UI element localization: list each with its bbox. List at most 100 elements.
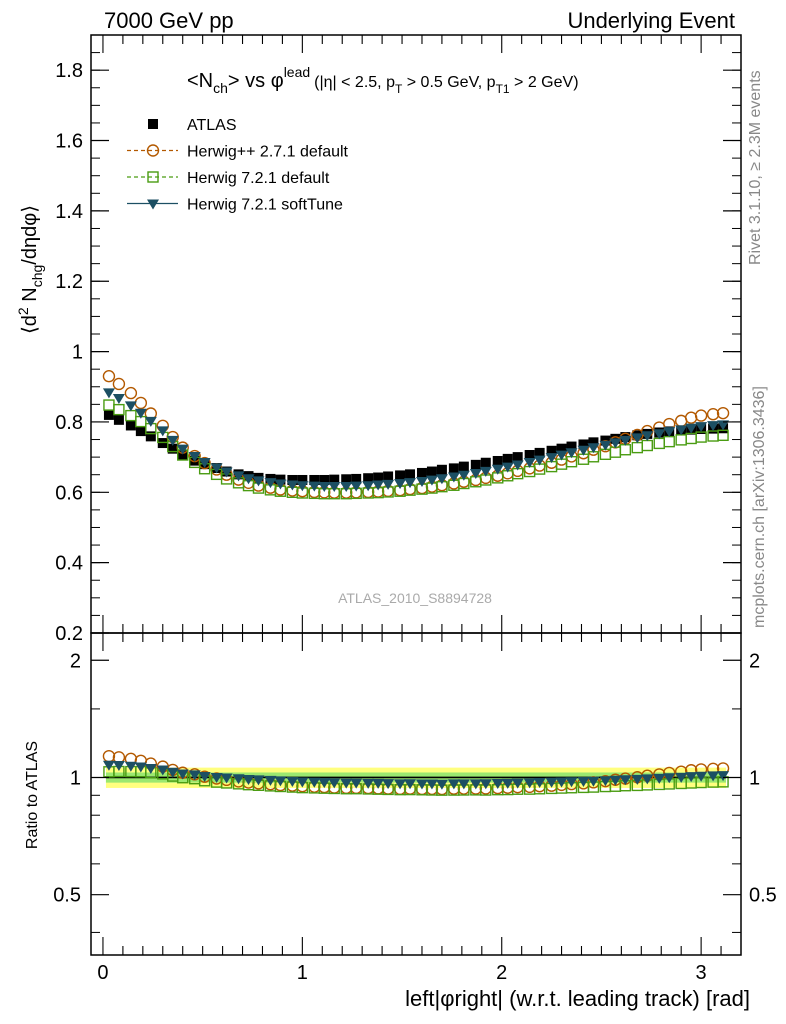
data-point [382,479,395,490]
data-point [134,396,148,410]
ratio-y-label: Ratio to ATLAS [24,741,41,849]
data-point [112,377,126,391]
data-point [577,445,590,456]
data-point [415,477,428,488]
legend-marker [147,199,159,210]
y-tick-label: 0.8 [55,412,83,434]
ratio-point [435,779,448,790]
data-point [103,409,114,420]
data-point [124,401,137,412]
data-point [716,406,730,420]
ratio-point [372,778,385,789]
data-point [435,474,448,485]
data-point [523,458,536,469]
ratio-point [232,774,245,785]
ratio-point [619,775,632,786]
data-point [308,481,321,492]
data-point [242,474,255,485]
data-point [166,435,179,446]
data-point [340,481,353,492]
data-point [328,481,341,492]
header-right: Underlying Event [567,8,735,33]
data-point [309,474,320,485]
data-point [329,474,340,485]
data-point [373,472,384,483]
data-point [470,459,481,470]
data-point [351,473,362,484]
data-point [436,464,447,475]
ratio-point [112,760,125,771]
ratio-point [663,773,676,784]
watermark: ATLAS_2010_S8894728 [338,590,492,606]
ratio-point [653,773,666,784]
data-point [588,437,599,448]
legend: ATLAS Herwig++ 2.7.1 default Herwig 7.2.1 … [127,117,349,214]
legend-label: ATLAS [187,117,237,134]
data-point [469,468,482,479]
ratio-point [308,777,321,788]
data-point [113,414,124,425]
data-point [416,467,427,478]
data-point [663,427,676,438]
ratio-point [555,777,568,788]
x-tick-label: 1 [297,962,308,984]
legend-item: Herwig 7.2.1 softTune [127,197,343,214]
ratio-point [501,778,514,789]
ratio-point [124,761,137,772]
plot-title: <Nch> vs φlead(|η| < 2.5, pT > 0.5 GeV, … [187,64,579,96]
data-point [448,463,459,474]
data-point [717,420,730,431]
data-point [134,408,147,419]
data-point [125,420,136,431]
data-point [124,386,138,400]
data-point [599,440,612,451]
data-point [297,474,308,485]
ratio-point [264,775,277,786]
ratio-point [717,771,730,782]
data-point [425,475,438,486]
main-y-axis: 0.2 0.4 0.6 0.8 1 1.2 1.4 1.6 1.8 [55,52,741,645]
ratio-point [242,775,255,786]
data-point [545,453,558,464]
data-point [524,450,535,461]
series-0 [103,409,729,485]
ratio-tick-label: 0.5 [53,885,81,907]
ratio-tick-label-right: 0.5 [749,885,777,907]
data-point [609,438,622,449]
ratio-point [318,778,331,789]
header-left: 7000 GeV pp [104,8,234,33]
main-panel: 0.2 0.4 0.6 0.8 1 1.2 1.4 1.6 1.8 [55,34,742,645]
data-point [350,481,363,492]
data-point [491,464,504,475]
data-point [264,478,277,489]
data-point [287,474,298,485]
ratio-point [707,771,720,782]
x-tick-label: 0 [97,962,108,984]
ratio-panel: 0.5 0.5 1 1 2 2 0 1 2 3 [53,632,777,984]
data-point [252,476,265,487]
x-tick-label: 3 [696,962,707,984]
ratio-point [533,778,546,789]
ratio-point [286,776,299,787]
ratio-tick-label: 1 [70,767,81,789]
data-point [362,481,375,492]
data-point [404,478,417,489]
ratio-point [425,779,438,790]
data-point [653,429,666,440]
ratio-point [156,765,169,776]
ratio-point [296,777,309,788]
x-tick-label: 2 [496,962,507,984]
legend-marker [148,119,158,129]
ratio-point [404,779,417,790]
data-point [426,466,437,477]
data-point [707,421,720,432]
ratio-point [685,772,698,783]
data-point [587,443,600,454]
data-point [685,423,698,434]
ratio-point [166,767,179,778]
data-point [502,453,513,464]
data-point [125,409,137,422]
ratio-point [479,779,492,790]
data-point [534,447,545,458]
ratio-y-axis: 0.5 0.5 1 1 2 2 [53,650,777,933]
